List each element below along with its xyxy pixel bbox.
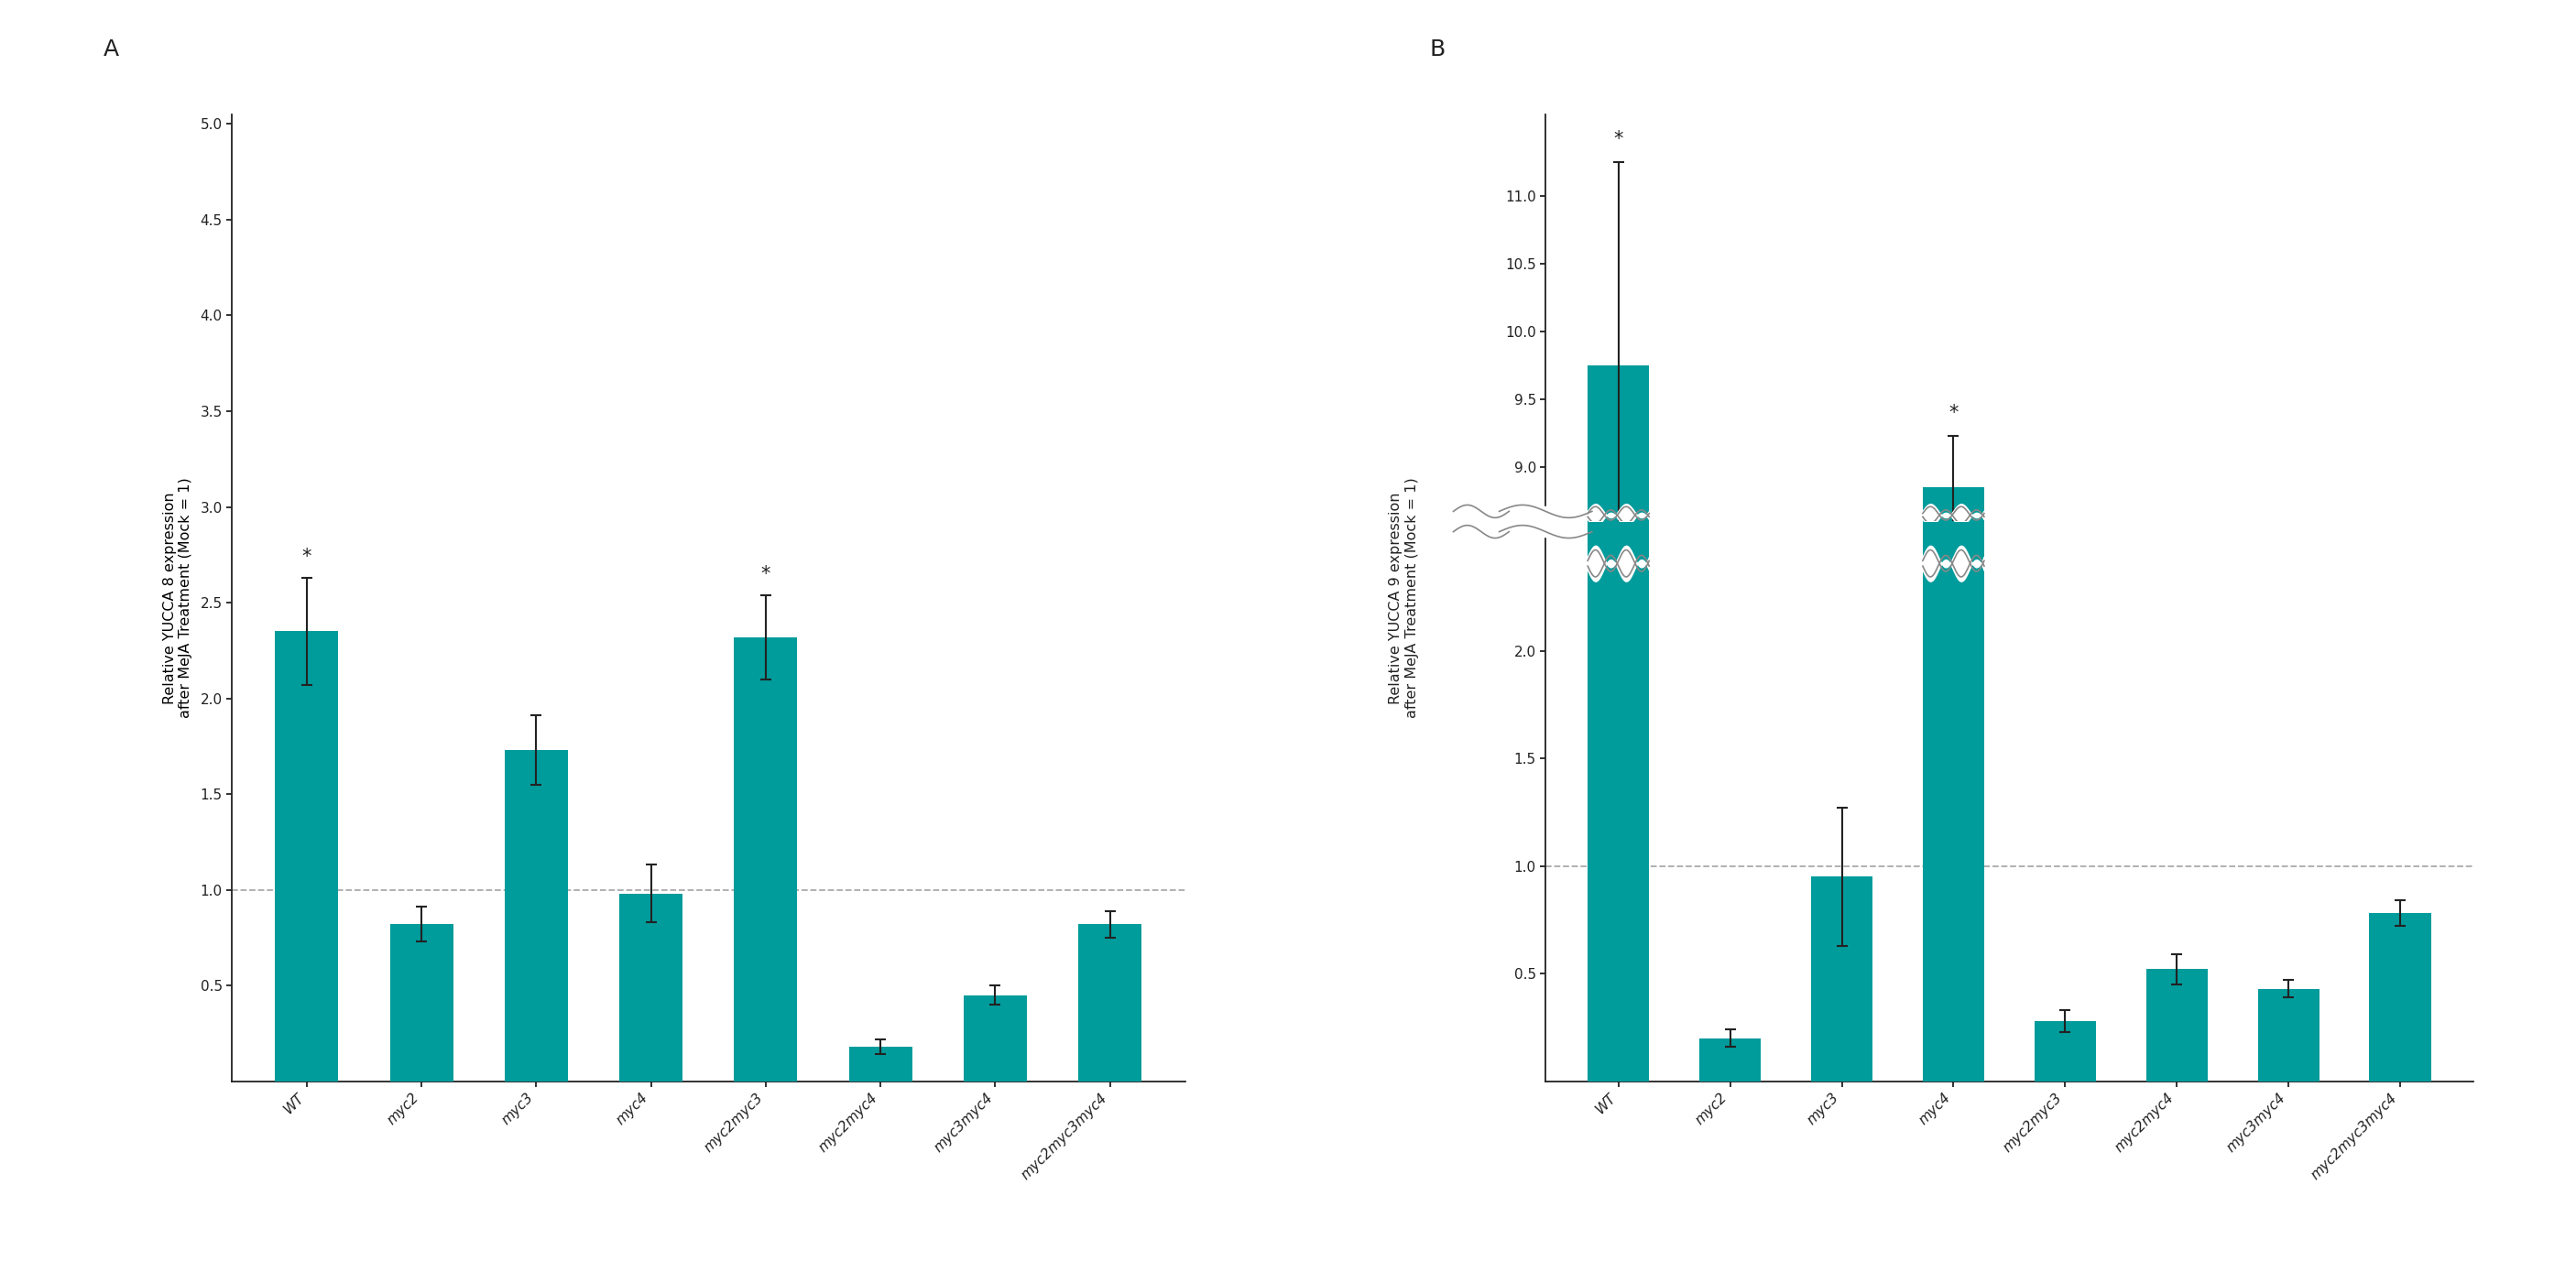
Bar [1587,0,1649,1081]
Bar [505,750,567,1081]
Text: A: A [103,38,118,60]
Y-axis label: Relative YUCCA 8 expression
after MeJA Treatment (Mock = 1): Relative YUCCA 8 expression after MeJA T… [162,477,193,719]
Bar [1587,365,1649,1272]
Bar [1922,487,1984,1272]
Text: B: B [1430,38,1445,60]
Text: *: * [1947,404,1958,422]
Bar [963,995,1028,1081]
Bar [276,631,337,1081]
Bar [2370,913,2432,1081]
Bar [2035,1021,2097,1081]
Text: Relative YUCCA 9 expression
after MeJA Treatment (Mock = 1): Relative YUCCA 9 expression after MeJA T… [1388,477,1419,719]
Bar [734,637,799,1081]
Bar [1079,925,1141,1081]
Bar [1811,876,1873,1081]
Text: *: * [1613,130,1623,149]
Bar [1700,1038,1762,1081]
Text: *: * [301,548,312,566]
Bar [1922,0,1984,1081]
Bar [2257,988,2318,1081]
Bar [389,925,453,1081]
Bar [618,894,683,1081]
Bar [2146,969,2208,1081]
Text: *: * [760,565,770,584]
Bar [850,1047,912,1081]
